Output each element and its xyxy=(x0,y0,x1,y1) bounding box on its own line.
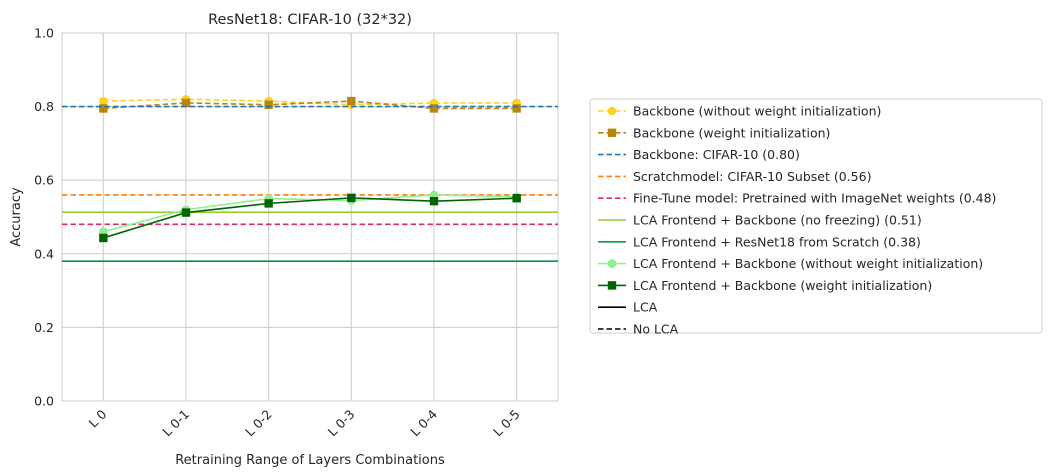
x-tick-label: L 0-2 xyxy=(242,407,275,440)
point-series-1 xyxy=(181,98,191,108)
x-axis-ticks: L 0 L 0-1 L 0-2 L 0-3 L 0-4 L 0-5 xyxy=(85,406,522,439)
point-series-8 xyxy=(99,233,108,243)
legend-label: LCA Frontend + Backbone (without weight … xyxy=(633,256,983,271)
y-tick-label: 0.4 xyxy=(34,246,54,261)
legend-marker xyxy=(607,259,617,268)
y-tick-label: 0.8 xyxy=(34,99,54,114)
point-series-1 xyxy=(347,96,356,106)
point-series-1 xyxy=(99,104,108,113)
point-series-8 xyxy=(264,199,273,208)
x-axis-label: Retraining Range of Layers Combinations xyxy=(175,453,445,468)
y-axis-ticks: 0.0 0.2 0.4 0.6 0.8 1.0 xyxy=(34,26,54,409)
legend-label: Backbone: CIFAR-10 (0.80) xyxy=(633,147,800,162)
point-series-8 xyxy=(512,194,521,203)
point-series-1 xyxy=(512,104,521,113)
line-series-7 xyxy=(103,194,517,233)
plot-area xyxy=(61,32,559,402)
legend-marker xyxy=(607,106,617,116)
legend-marker xyxy=(607,128,617,137)
legend-label: Backbone (without weight initialization) xyxy=(633,104,881,119)
y-axis-label: Accuracy xyxy=(9,187,24,247)
legend-marker xyxy=(607,281,617,290)
point-series-8 xyxy=(181,208,191,217)
point-series-0 xyxy=(99,96,108,106)
grid xyxy=(62,32,558,402)
legend: Backbone (without weight initialization)… xyxy=(589,98,1043,337)
legend-label: No LCA xyxy=(633,322,679,337)
series-lines xyxy=(62,94,558,262)
y-tick-label: 1.0 xyxy=(34,26,54,41)
legend-label: Scratchmodel: CIFAR-10 Subset (0.56) xyxy=(633,169,871,184)
y-tick-label: 0.2 xyxy=(34,320,54,335)
x-tick-label: L 0-4 xyxy=(407,406,440,439)
point-series-1 xyxy=(429,104,439,113)
legend-label: Fine-Tune model: Pretrained with ImageNe… xyxy=(633,191,996,206)
point-series-1 xyxy=(264,100,273,109)
legend-label: LCA Frontend + ResNet18 from Scratch (0.… xyxy=(633,234,921,249)
point-series-8 xyxy=(347,193,356,203)
x-tick-label: L 0-1 xyxy=(159,407,192,440)
line-series-8 xyxy=(103,197,517,239)
y-tick-label: 0.0 xyxy=(34,394,54,409)
legend-label: LCA Frontend + Backbone (no freezing) (0… xyxy=(633,213,922,228)
legend-label: LCA xyxy=(633,300,658,315)
chart-title: ResNet18: CIFAR-10 (32*32) xyxy=(208,12,412,28)
line-series-1 xyxy=(103,100,517,110)
y-tick-label: 0.6 xyxy=(34,173,54,188)
legend-frame xyxy=(589,98,1043,334)
x-tick-label: L 0 xyxy=(85,406,109,430)
x-tick-label: L 0-5 xyxy=(490,407,523,440)
legend-label: LCA Frontend + Backbone (weight initiali… xyxy=(633,278,932,293)
x-tick-label: L 0-3 xyxy=(325,407,358,440)
legend-label: Backbone (weight initialization) xyxy=(633,125,830,140)
point-series-8 xyxy=(429,196,439,206)
